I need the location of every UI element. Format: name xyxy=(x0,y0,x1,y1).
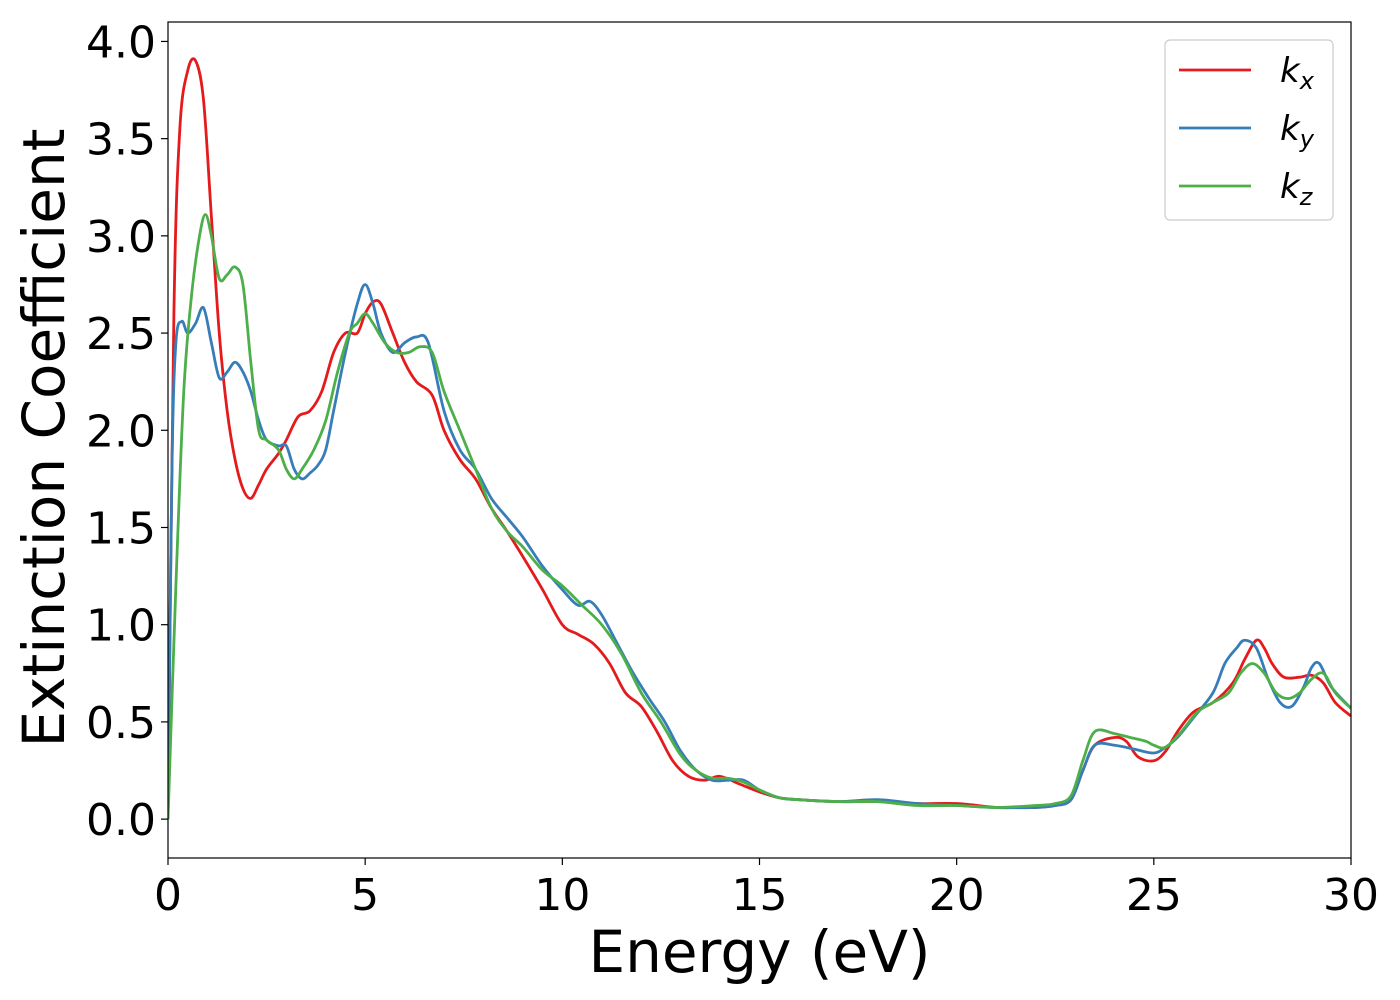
x-axis-title: Energy (eV) xyxy=(588,918,930,986)
y-tick-label: 1.0 xyxy=(86,601,156,652)
x-tick-label: 20 xyxy=(929,870,985,921)
y-tick-label: 3.5 xyxy=(86,115,156,166)
x-tick-label: 15 xyxy=(732,870,788,921)
legend: kx ky kz xyxy=(1164,39,1334,221)
series-line-k-x xyxy=(168,57,1351,820)
y-axis-title: Extinction Coefficient xyxy=(10,129,78,748)
legend-box xyxy=(1164,39,1334,221)
y-tick-label: 2.5 xyxy=(86,309,156,360)
y-tick-label: 2.0 xyxy=(86,406,156,457)
legend-label: ky xyxy=(1280,109,1315,153)
y-tick-label: 4.0 xyxy=(86,17,156,68)
x-tick-label: 0 xyxy=(154,870,182,921)
legend-label: kx xyxy=(1280,51,1315,95)
y-axis: 0.0 0.5 1.0 1.5 2.0 2.5 3.0 3.5 4.0 xyxy=(86,17,168,846)
x-tick-label: 10 xyxy=(534,870,590,921)
y-tick-label: 3.0 xyxy=(86,212,156,263)
series-line-k-z xyxy=(168,213,1351,820)
x-tick-label: 25 xyxy=(1126,870,1182,921)
legend-label: kz xyxy=(1280,167,1314,211)
x-tick-label: 5 xyxy=(351,870,379,921)
y-tick-label: 0.5 xyxy=(86,698,156,749)
series-layer xyxy=(168,57,1351,820)
y-tick-label: 0.0 xyxy=(86,795,156,846)
x-axis: 0 5 10 15 20 25 30 xyxy=(154,858,1379,921)
y-tick-label: 1.5 xyxy=(86,503,156,554)
x-tick-label: 30 xyxy=(1323,870,1379,921)
